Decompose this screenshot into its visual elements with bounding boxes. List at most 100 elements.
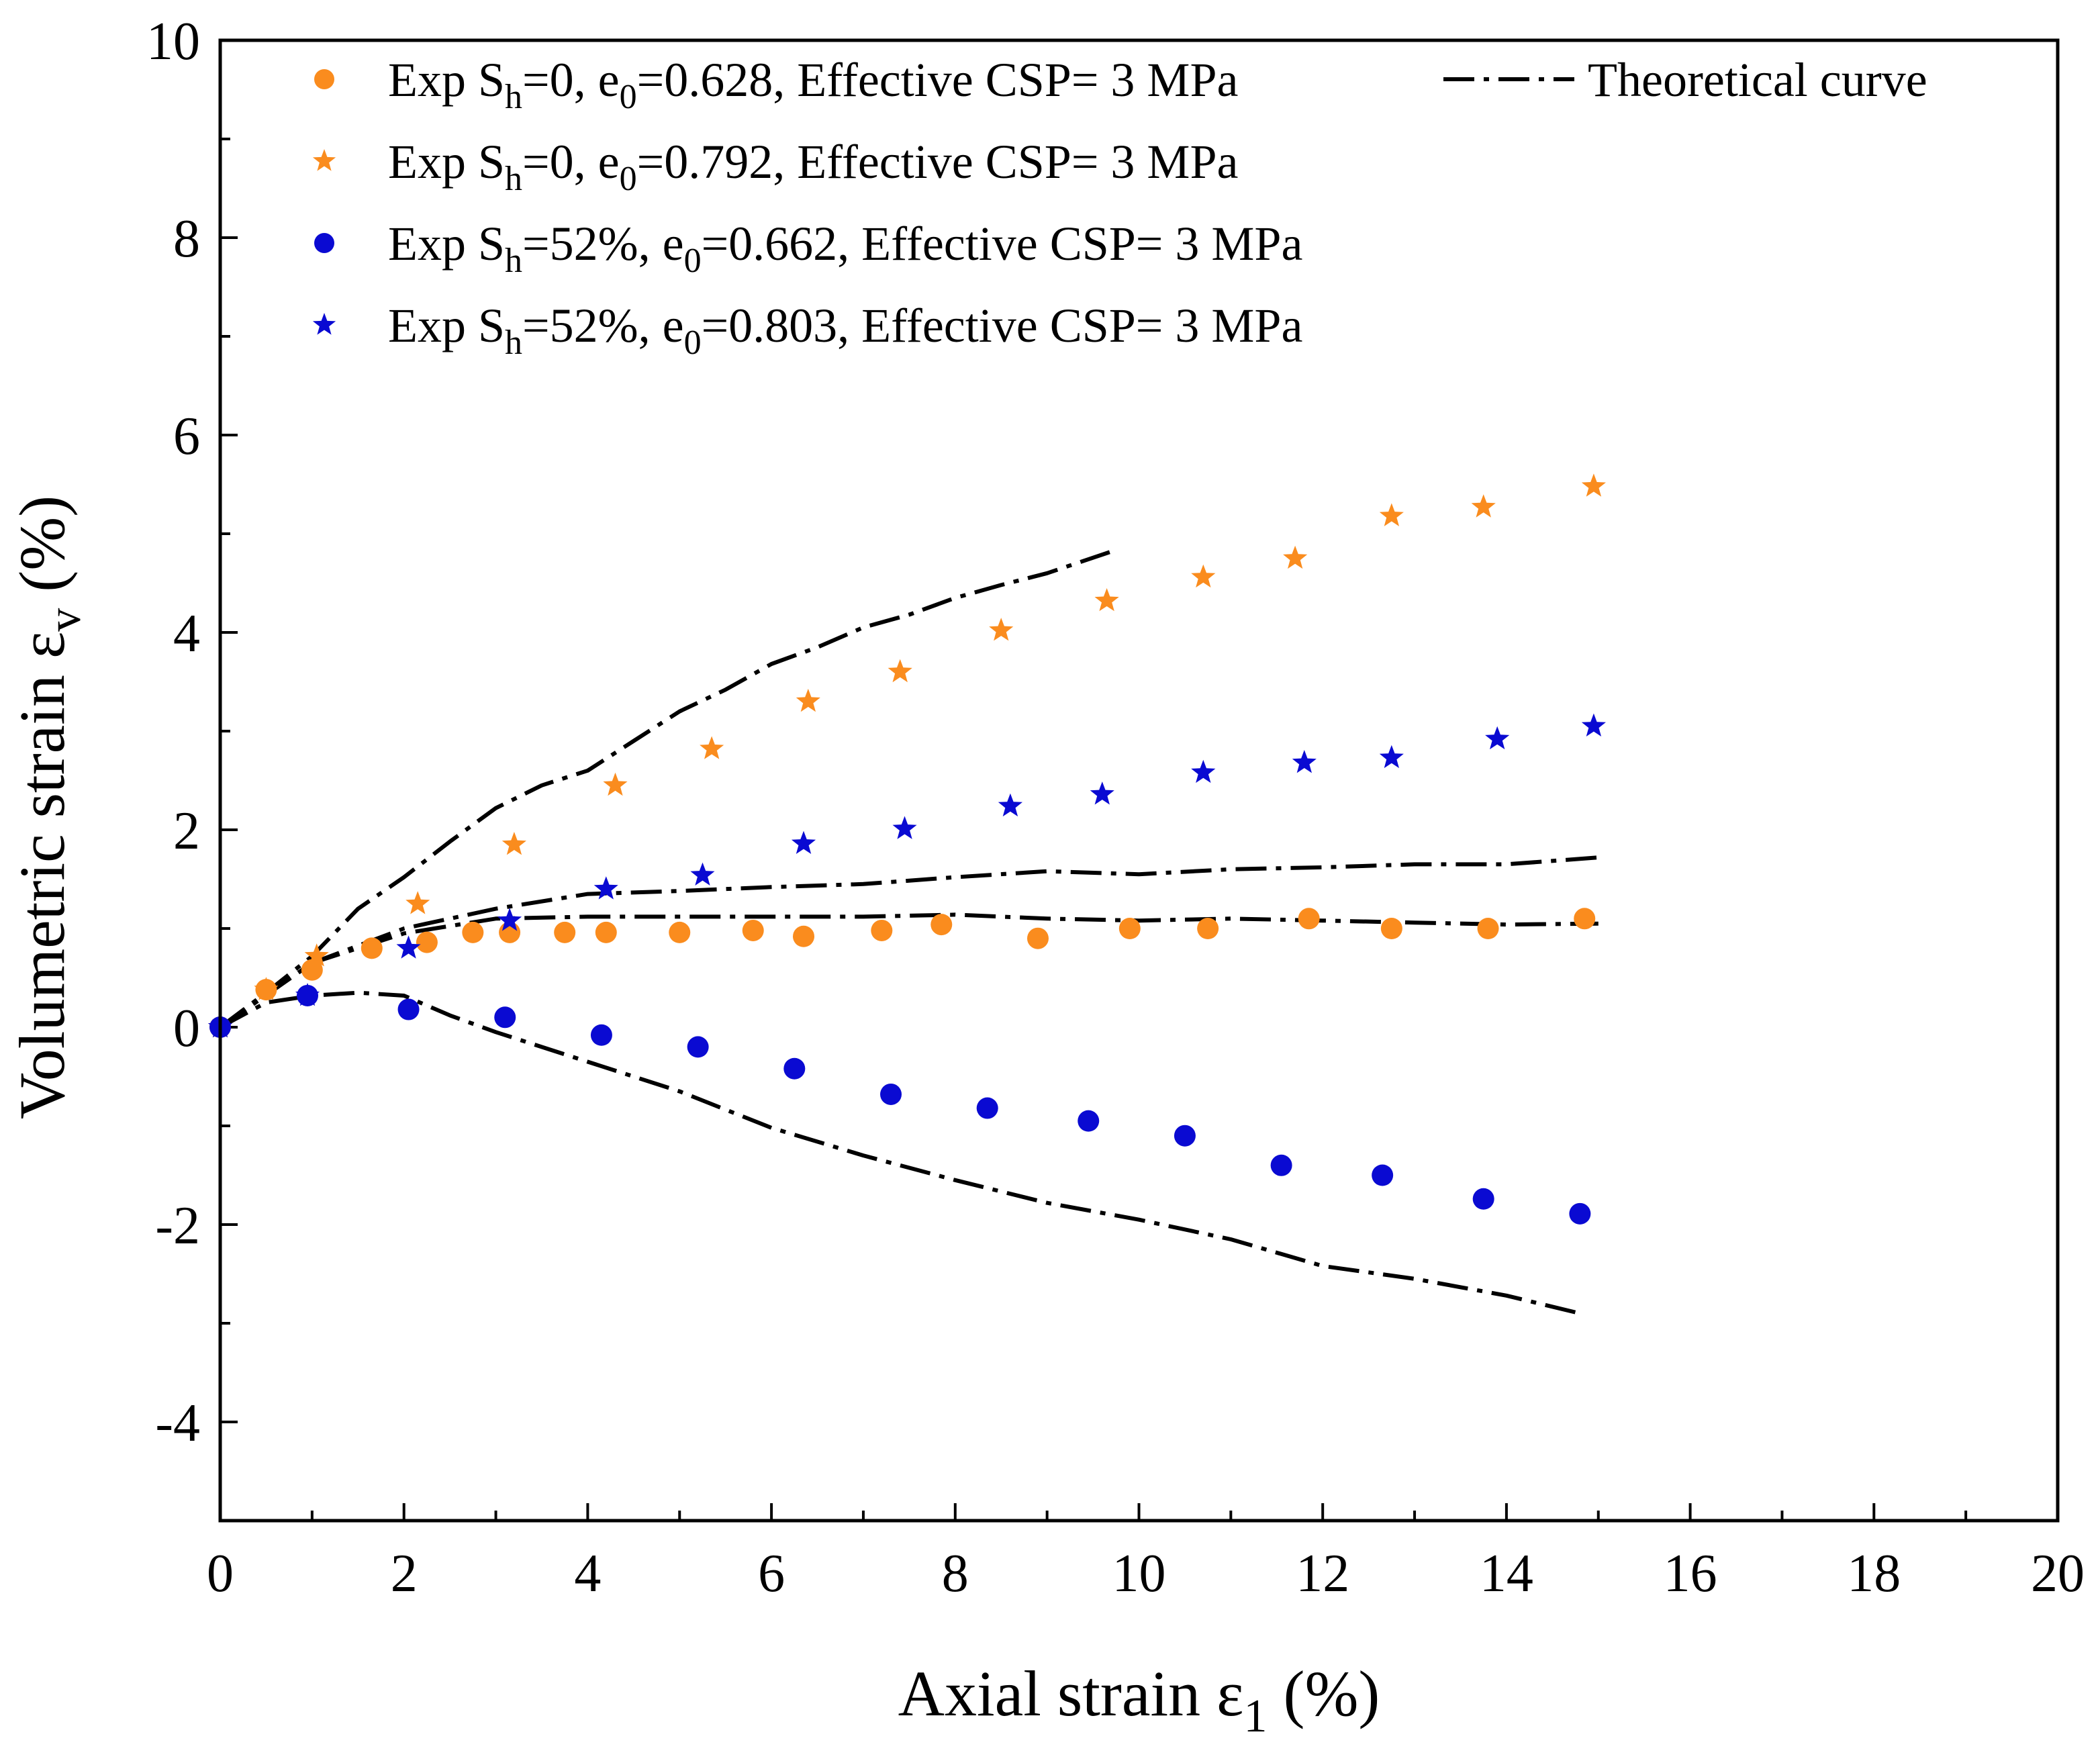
series-3-point <box>1569 1202 1591 1225</box>
series-1-point <box>416 931 438 953</box>
series-2-point <box>405 891 430 914</box>
plot-frame <box>218 38 2060 1523</box>
series-4-point <box>998 793 1022 817</box>
series-4-point <box>1292 750 1317 773</box>
series-3-point <box>783 1057 806 1080</box>
x-tick-label: 4 <box>574 1544 601 1603</box>
x-tick-label: 8 <box>942 1544 969 1603</box>
legend-label-4: Exp Sh=52%, e0=0.803, Effective CSP= 3 M… <box>388 299 1302 362</box>
series-4-point <box>497 908 522 931</box>
series-1-point <box>1298 908 1320 930</box>
x-tick-label: 18 <box>1847 1544 1901 1603</box>
legend-marker-circle-orange <box>314 69 334 89</box>
legend: Exp Sh=0, e0=0.628, Effective CSP= 3 MPa… <box>312 53 1927 362</box>
series-4-point <box>690 862 715 886</box>
series-2-point <box>796 688 820 712</box>
theory-curve-3 <box>219 912 1598 1029</box>
tick-labels: 0 2 4 6 8 10 12 14 16 18 20 -4 -2 0 2 4 6 8 10 <box>146 12 2085 1603</box>
series-2-point <box>1471 494 1496 518</box>
series-2-point <box>304 943 329 967</box>
y-tick-label: -2 <box>155 1196 200 1255</box>
series-2-point <box>1581 473 1606 497</box>
series-4-point <box>1485 726 1510 750</box>
legend-marker-star-orange <box>312 149 336 171</box>
series-1-point <box>1574 908 1596 930</box>
legend-label-1: Exp Sh=0, e0=0.628, Effective CSP= 3 MPa <box>388 53 1238 116</box>
series-3-point <box>1078 1110 1100 1132</box>
series-4-point <box>295 983 320 1006</box>
series-1-point <box>871 919 893 941</box>
x-tick-label: 14 <box>1480 1544 1533 1603</box>
theory-curve-1 <box>219 549 1112 1029</box>
x-tick-label: 2 <box>391 1544 418 1603</box>
series-3-point <box>1472 1188 1494 1210</box>
series-1-point <box>792 925 814 947</box>
legend-marker-star-blue <box>312 313 336 335</box>
series-3-point <box>494 1006 516 1029</box>
series-3-point <box>880 1083 902 1105</box>
series-1-point <box>301 959 323 981</box>
series-2-point <box>1283 545 1308 569</box>
legend-label-3: Exp Sh=52%, e0=0.662, Effective CSP= 3 M… <box>388 217 1302 280</box>
series-1-point <box>1197 918 1219 939</box>
series-1-point <box>1118 918 1141 939</box>
series-4-point <box>396 935 421 959</box>
data-markers <box>207 473 1606 1225</box>
series-3-point <box>1372 1164 1394 1186</box>
theory-curve-2 <box>219 855 1599 1029</box>
y-tick-label: 4 <box>173 604 200 663</box>
legend-entry-1: Exp Sh=0, e0=0.628, Effective CSP= 3 MPa <box>314 53 1238 116</box>
legend-label-theory: Theoretical curve <box>1588 53 1927 107</box>
series-4-point <box>1191 759 1216 783</box>
y-tick-label: 10 <box>146 12 200 71</box>
series-1-point <box>554 921 576 943</box>
series-2-point <box>254 977 279 1000</box>
y-tick-label: 2 <box>173 802 200 861</box>
series-2-point <box>888 659 912 683</box>
series-2-point <box>1191 564 1216 588</box>
series-1-point <box>1027 927 1049 949</box>
legend-entry-3: Exp Sh=52%, e0=0.662, Effective CSP= 3 M… <box>314 217 1302 280</box>
series-3-point <box>590 1024 612 1046</box>
series-2-point <box>700 736 724 759</box>
series-2-point <box>1094 588 1119 612</box>
series-1-point <box>462 921 484 943</box>
series-2-point <box>1379 503 1404 526</box>
x-tick-label: 16 <box>1664 1544 1717 1603</box>
x-tick-label: 0 <box>207 1544 234 1603</box>
legend-marker-circle-blue <box>314 233 334 253</box>
x-tick-label: 6 <box>758 1544 785 1603</box>
theoretical-curves <box>219 549 1599 1316</box>
series-2-point <box>989 618 1014 641</box>
series-3-point <box>397 998 420 1020</box>
legend-entry-2: Exp Sh=0, e0=0.792, Effective CSP= 3 MPa <box>312 135 1238 198</box>
series-4-point <box>1581 713 1606 736</box>
y-tick-label: 8 <box>173 209 200 269</box>
series-1-point <box>595 921 617 943</box>
y-axis-label: Volumetric strain εv (%) <box>6 495 91 1119</box>
y-tick-label: 0 <box>173 999 200 1058</box>
legend-entry-theory: Theoretical curve <box>1443 53 1927 107</box>
y-tick-label: -4 <box>155 1394 200 1453</box>
series-3-point <box>976 1097 998 1119</box>
series-1-point <box>1477 918 1499 939</box>
series-1-point <box>930 914 953 936</box>
series-2-point <box>603 772 628 796</box>
series-3-point <box>1174 1125 1196 1147</box>
x-tick-label: 10 <box>1112 1544 1166 1603</box>
x-tick-label: 20 <box>2031 1544 2085 1603</box>
x-axis-label: Axial strain ε1 (%) <box>898 1658 1380 1742</box>
series-1-point <box>1380 918 1402 939</box>
series-1-point <box>742 919 764 941</box>
series-2-point <box>502 832 526 855</box>
series-3-point <box>1270 1154 1292 1176</box>
legend-entry-4: Exp Sh=52%, e0=0.803, Effective CSP= 3 M… <box>312 299 1302 362</box>
theory-curve-4 <box>219 990 1581 1316</box>
series-3-point <box>687 1036 709 1058</box>
series-4-point <box>1090 781 1114 805</box>
series-1-point <box>361 937 383 959</box>
legend-label-2: Exp Sh=0, e0=0.792, Effective CSP= 3 MPa <box>388 135 1238 198</box>
series-4-point <box>791 830 816 854</box>
x-tick-label: 12 <box>1296 1544 1349 1603</box>
